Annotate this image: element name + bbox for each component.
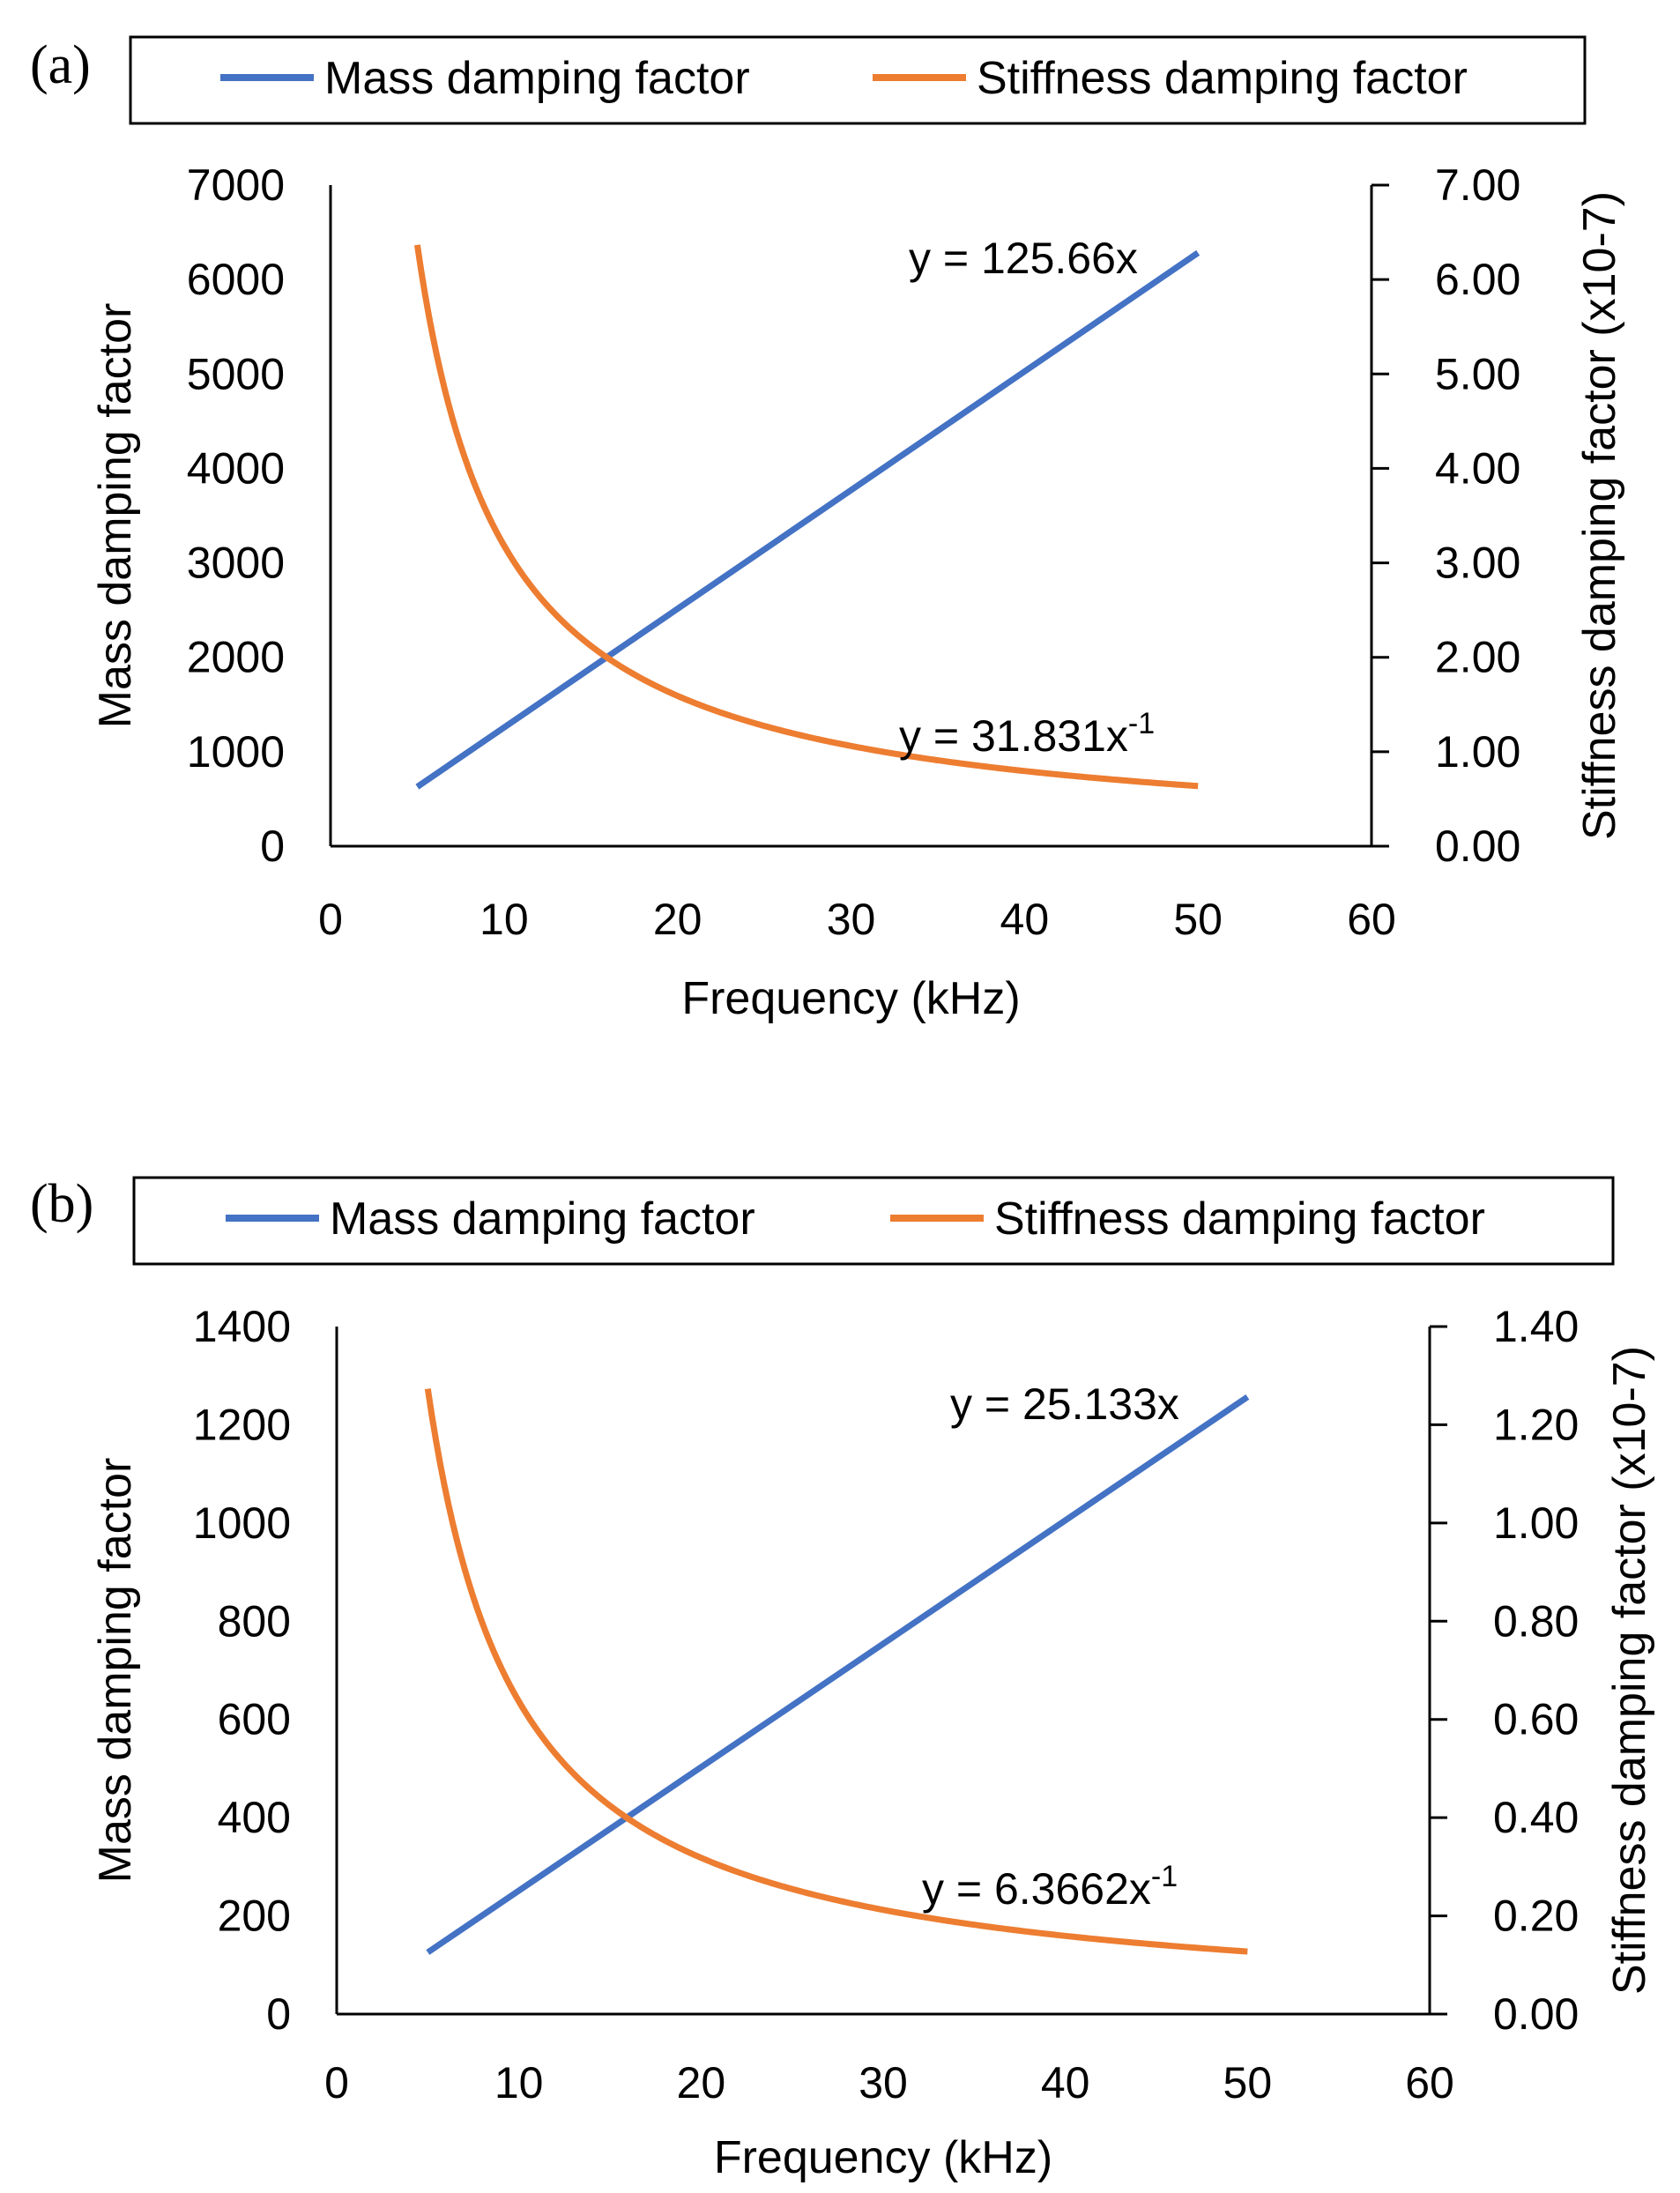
- x-tick-label: 60: [1347, 895, 1396, 944]
- y-tick-label-right: 4.00: [1435, 443, 1520, 493]
- x-tick-label: 50: [1173, 895, 1223, 944]
- y-axis-title-left: Mass damping factor: [90, 1458, 141, 1884]
- y-tick-label-right: 3.00: [1435, 539, 1520, 588]
- legend: Mass damping factor Stiffness damping fac…: [132, 1176, 1615, 1266]
- equation-linear: y = 125.66x: [909, 234, 1138, 283]
- y-tick-label-right: 1.40: [1493, 1302, 1579, 1351]
- y-tick-label-left: 0: [266, 1989, 291, 2039]
- y-axis-title-right: Stiffness damping factor (x10-7): [1574, 191, 1625, 840]
- equation-linear: y = 25.133x: [950, 1379, 1179, 1429]
- x-tick-label: 30: [827, 895, 876, 944]
- chart-panel-b: (b) Mass damping factor Stiffness damping …: [30, 1174, 1655, 2183]
- y-tick-label-left: 600: [218, 1695, 291, 1744]
- y-tick-label-right: 2.00: [1435, 633, 1520, 682]
- x-tick-label: 0: [318, 895, 343, 944]
- y-tick-label-left: 1400: [193, 1302, 291, 1351]
- y-tick-label-right: 1.00: [1493, 1498, 1579, 1548]
- x-tick-label: 40: [1000, 895, 1050, 944]
- y-tick-label-right: 0.40: [1493, 1793, 1579, 1842]
- x-axis-title: Frequency (kHz): [714, 2132, 1052, 2183]
- y-tick-label-left: 2000: [187, 633, 285, 682]
- equation-inverse-main: y = 6.3662x: [922, 1864, 1151, 1914]
- x-tick-label: 50: [1223, 2058, 1273, 2108]
- legend-box: [129, 35, 1587, 125]
- x-tick-label: 60: [1405, 2058, 1454, 2108]
- series-line-stiffness: [424, 1388, 1248, 1955]
- series-line-stiffness: [413, 244, 1199, 790]
- y-tick-label-left: 1200: [193, 1400, 291, 1449]
- y-tick-label-left: 800: [218, 1596, 291, 1646]
- y-tick-label-left: 6000: [187, 255, 285, 304]
- series-line-mass: [426, 1394, 1250, 1955]
- y-tick-label-left: 0: [260, 821, 285, 871]
- y-tick-label-right: 0.00: [1435, 821, 1520, 871]
- y-tick-label-left: 7000: [187, 160, 285, 210]
- y-tick-label-right: 1.20: [1493, 1400, 1579, 1449]
- x-tick-label: 40: [1041, 2058, 1090, 2108]
- x-tick-label: 10: [494, 2058, 544, 2108]
- legend: Mass damping factor Stiffness damping fac…: [129, 35, 1587, 125]
- legend-label-mass: Mass damping factor: [330, 1193, 755, 1245]
- y-tick-label-right: 0.20: [1493, 1892, 1579, 1941]
- equation-inverse-superscript: -1: [1128, 707, 1155, 740]
- equation-inverse-superscript: -1: [1151, 1860, 1178, 1893]
- x-tick-label: 20: [677, 2058, 726, 2108]
- equation-inverse: y = 6.3662x-1: [922, 1860, 1178, 1914]
- equation-inverse: y = 31.831x-1: [899, 707, 1155, 761]
- y-tick-label-right: 5.00: [1435, 349, 1520, 398]
- panel-label: (a): [30, 35, 91, 95]
- chart-panel-a: (a) Mass damping factor Stiffness damping …: [30, 35, 1625, 1024]
- x-tick-label: 20: [653, 895, 702, 944]
- y-tick-label-left: 400: [218, 1793, 291, 1842]
- y-tick-label-right: 0.60: [1493, 1695, 1579, 1744]
- legend-label-mass: Mass damping factor: [324, 53, 750, 104]
- panel-label: (b): [30, 1174, 93, 1234]
- equation-inverse-main: y = 31.831x: [899, 711, 1128, 761]
- y-axis-title-right: Stiffness damping factor (x10-7): [1604, 1346, 1655, 1995]
- y-tick-label-right: 0.00: [1493, 1989, 1579, 2039]
- y-tick-label-right: 1.00: [1435, 727, 1520, 777]
- y-tick-label-left: 5000: [187, 349, 285, 398]
- y-tick-label-right: 7.00: [1435, 160, 1520, 210]
- legend-label-stiffness: Stiffness damping factor: [977, 53, 1468, 104]
- y-tick-label-right: 0.80: [1493, 1596, 1579, 1646]
- x-tick-label: 30: [859, 2058, 908, 2108]
- x-axis-title: Frequency (kHz): [681, 973, 1020, 1024]
- y-tick-label-left: 1000: [193, 1498, 291, 1548]
- y-tick-label-left: 200: [218, 1892, 291, 1941]
- x-tick-label: 0: [324, 2058, 349, 2108]
- y-tick-label-right: 6.00: [1435, 255, 1520, 304]
- axes: [329, 185, 1373, 848]
- x-tick-label: 10: [479, 895, 529, 944]
- legend-box: [132, 1176, 1615, 1266]
- y-tick-label-left: 4000: [187, 443, 285, 493]
- legend-label-stiffness: Stiffness damping factor: [994, 1193, 1485, 1245]
- series-line-mass: [415, 249, 1201, 790]
- y-axis-title-left: Mass damping factor: [90, 303, 141, 729]
- y-tick-label-left: 3000: [187, 539, 285, 588]
- y-tick-label-left: 1000: [187, 727, 285, 777]
- axes: [335, 1327, 1431, 2016]
